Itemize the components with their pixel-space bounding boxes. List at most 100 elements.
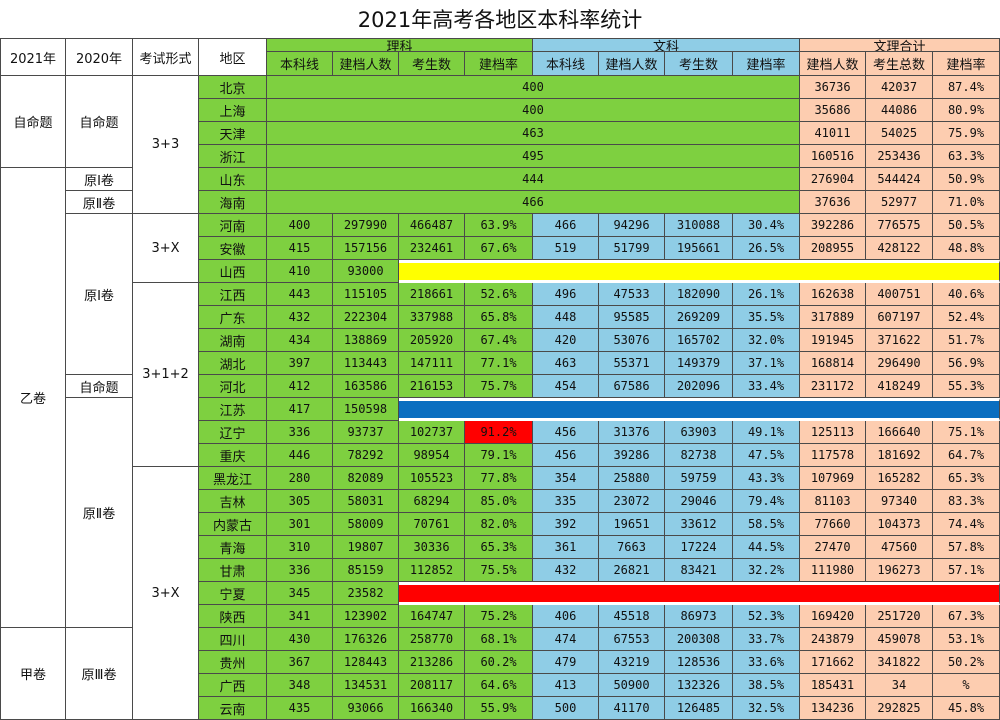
liberal-cell: 79.4% <box>733 490 800 513</box>
combined-cell: 418249 <box>866 375 933 398</box>
region-cell: 江西 <box>199 283 267 306</box>
liberal-cell: 45518 <box>599 605 665 628</box>
combined-cell: 169420 <box>800 605 866 628</box>
science-cell: 64.6% <box>465 674 533 697</box>
liberal-cell: 52.3% <box>733 605 800 628</box>
science-cell: 280 <box>267 467 333 490</box>
liberal-cell: 33.4% <box>733 375 800 398</box>
region-cell: 天津 <box>199 122 267 145</box>
liberal-cell: 67586 <box>599 375 665 398</box>
liberal-cell: 32.5% <box>733 697 800 720</box>
subheader-science: 本科线 <box>267 52 333 76</box>
liberal-cell: 149379 <box>665 352 733 375</box>
region-cell: 辽宁 <box>199 421 267 444</box>
combined-cell: 37636 <box>800 191 866 214</box>
science-cell: 213286 <box>399 651 465 674</box>
science-cell: 65.3% <box>465 536 533 559</box>
science-cell: 176326 <box>333 628 399 651</box>
science-cell: 218661 <box>399 283 465 306</box>
science-cell: 93737 <box>333 421 399 444</box>
liberal-cell: 32.0% <box>733 329 800 352</box>
group-2020-cell: 自命题 <box>66 375 133 398</box>
liberal-cell: 496 <box>533 283 599 306</box>
science-cell: 105523 <box>399 467 465 490</box>
merged-score-cell: 466 <box>267 191 800 214</box>
science-cell: 75.2% <box>465 605 533 628</box>
region-cell: 陕西 <box>199 605 267 628</box>
science-cell: 446 <box>267 444 333 467</box>
science-cell: 113443 <box>333 352 399 375</box>
combined-cell: 162638 <box>800 283 866 306</box>
science-cell: 466487 <box>399 214 465 237</box>
science-cell: 30336 <box>399 536 465 559</box>
region-cell: 广东 <box>199 306 267 329</box>
region-cell: 重庆 <box>199 444 267 467</box>
highlight-bar <box>399 398 1000 421</box>
liberal-cell: 50900 <box>599 674 665 697</box>
page-title: 2021年高考各地区本科率统计 <box>357 8 643 32</box>
combined-cell: 35686 <box>800 99 866 122</box>
combined-cell: 231172 <box>800 375 866 398</box>
liberal-cell: 479 <box>533 651 599 674</box>
region-cell: 吉林 <box>199 490 267 513</box>
combined-cell: 165282 <box>866 467 933 490</box>
liberal-cell: 43219 <box>599 651 665 674</box>
region-cell: 甘肃 <box>199 559 267 582</box>
group-2020-cell: 原Ⅰ卷 <box>66 214 133 375</box>
science-cell: 205920 <box>399 329 465 352</box>
science-cell: 55.9% <box>465 697 533 720</box>
liberal-cell: 47.5% <box>733 444 800 467</box>
liberal-cell: 392 <box>533 513 599 536</box>
liberal-cell: 29046 <box>665 490 733 513</box>
liberal-cell: 413 <box>533 674 599 697</box>
liberal-cell: 33612 <box>665 513 733 536</box>
group-2020-cell: 原Ⅲ卷 <box>66 628 133 720</box>
science-cell: 435 <box>267 697 333 720</box>
science-cell: 150598 <box>333 398 399 421</box>
science-cell: 52.6% <box>465 283 533 306</box>
liberal-cell: 25880 <box>599 467 665 490</box>
group-2020-cell: 自命题 <box>66 76 133 168</box>
science-cell: 60.2% <box>465 651 533 674</box>
combined-cell: 292825 <box>866 697 933 720</box>
combined-cell: 57.1% <box>933 559 1000 582</box>
combined-cell: 400751 <box>866 283 933 306</box>
combined-cell: 64.7% <box>933 444 1000 467</box>
subheader-combined: 建档人数 <box>800 52 866 76</box>
science-cell: 417 <box>267 398 333 421</box>
liberal-cell: 86973 <box>665 605 733 628</box>
combined-cell: 125113 <box>800 421 866 444</box>
liberal-cell: 44.5% <box>733 536 800 559</box>
liberal-cell: 37.1% <box>733 352 800 375</box>
science-cell: 337988 <box>399 306 465 329</box>
liberal-cell: 132326 <box>665 674 733 697</box>
combined-cell: 544424 <box>866 168 933 191</box>
science-cell: 297990 <box>333 214 399 237</box>
liberal-cell: 454 <box>533 375 599 398</box>
science-cell: 67.4% <box>465 329 533 352</box>
combined-cell: 181692 <box>866 444 933 467</box>
liberal-cell: 466 <box>533 214 599 237</box>
science-cell: 430 <box>267 628 333 651</box>
liberal-cell: 165702 <box>665 329 733 352</box>
region-cell: 上海 <box>199 99 267 122</box>
combined-cell: 208955 <box>800 237 866 260</box>
science-cell: 397 <box>267 352 333 375</box>
region-cell: 宁夏 <box>199 582 267 605</box>
region-cell: 山东 <box>199 168 267 191</box>
combined-cell: 36736 <box>800 76 866 99</box>
combined-cell: 107969 <box>800 467 866 490</box>
liberal-cell: 406 <box>533 605 599 628</box>
combined-cell: % <box>933 674 1000 697</box>
science-cell: 68294 <box>399 490 465 513</box>
science-cell: 367 <box>267 651 333 674</box>
combined-cell: 53.1% <box>933 628 1000 651</box>
header-region: 地区 <box>199 38 267 76</box>
liberal-cell: 182090 <box>665 283 733 306</box>
science-cell: 128443 <box>333 651 399 674</box>
header-2020: 2020年 <box>66 38 133 76</box>
liberal-cell: 456 <box>533 444 599 467</box>
liberal-cell: 53076 <box>599 329 665 352</box>
combined-cell: 104373 <box>866 513 933 536</box>
combined-cell: 607197 <box>866 306 933 329</box>
